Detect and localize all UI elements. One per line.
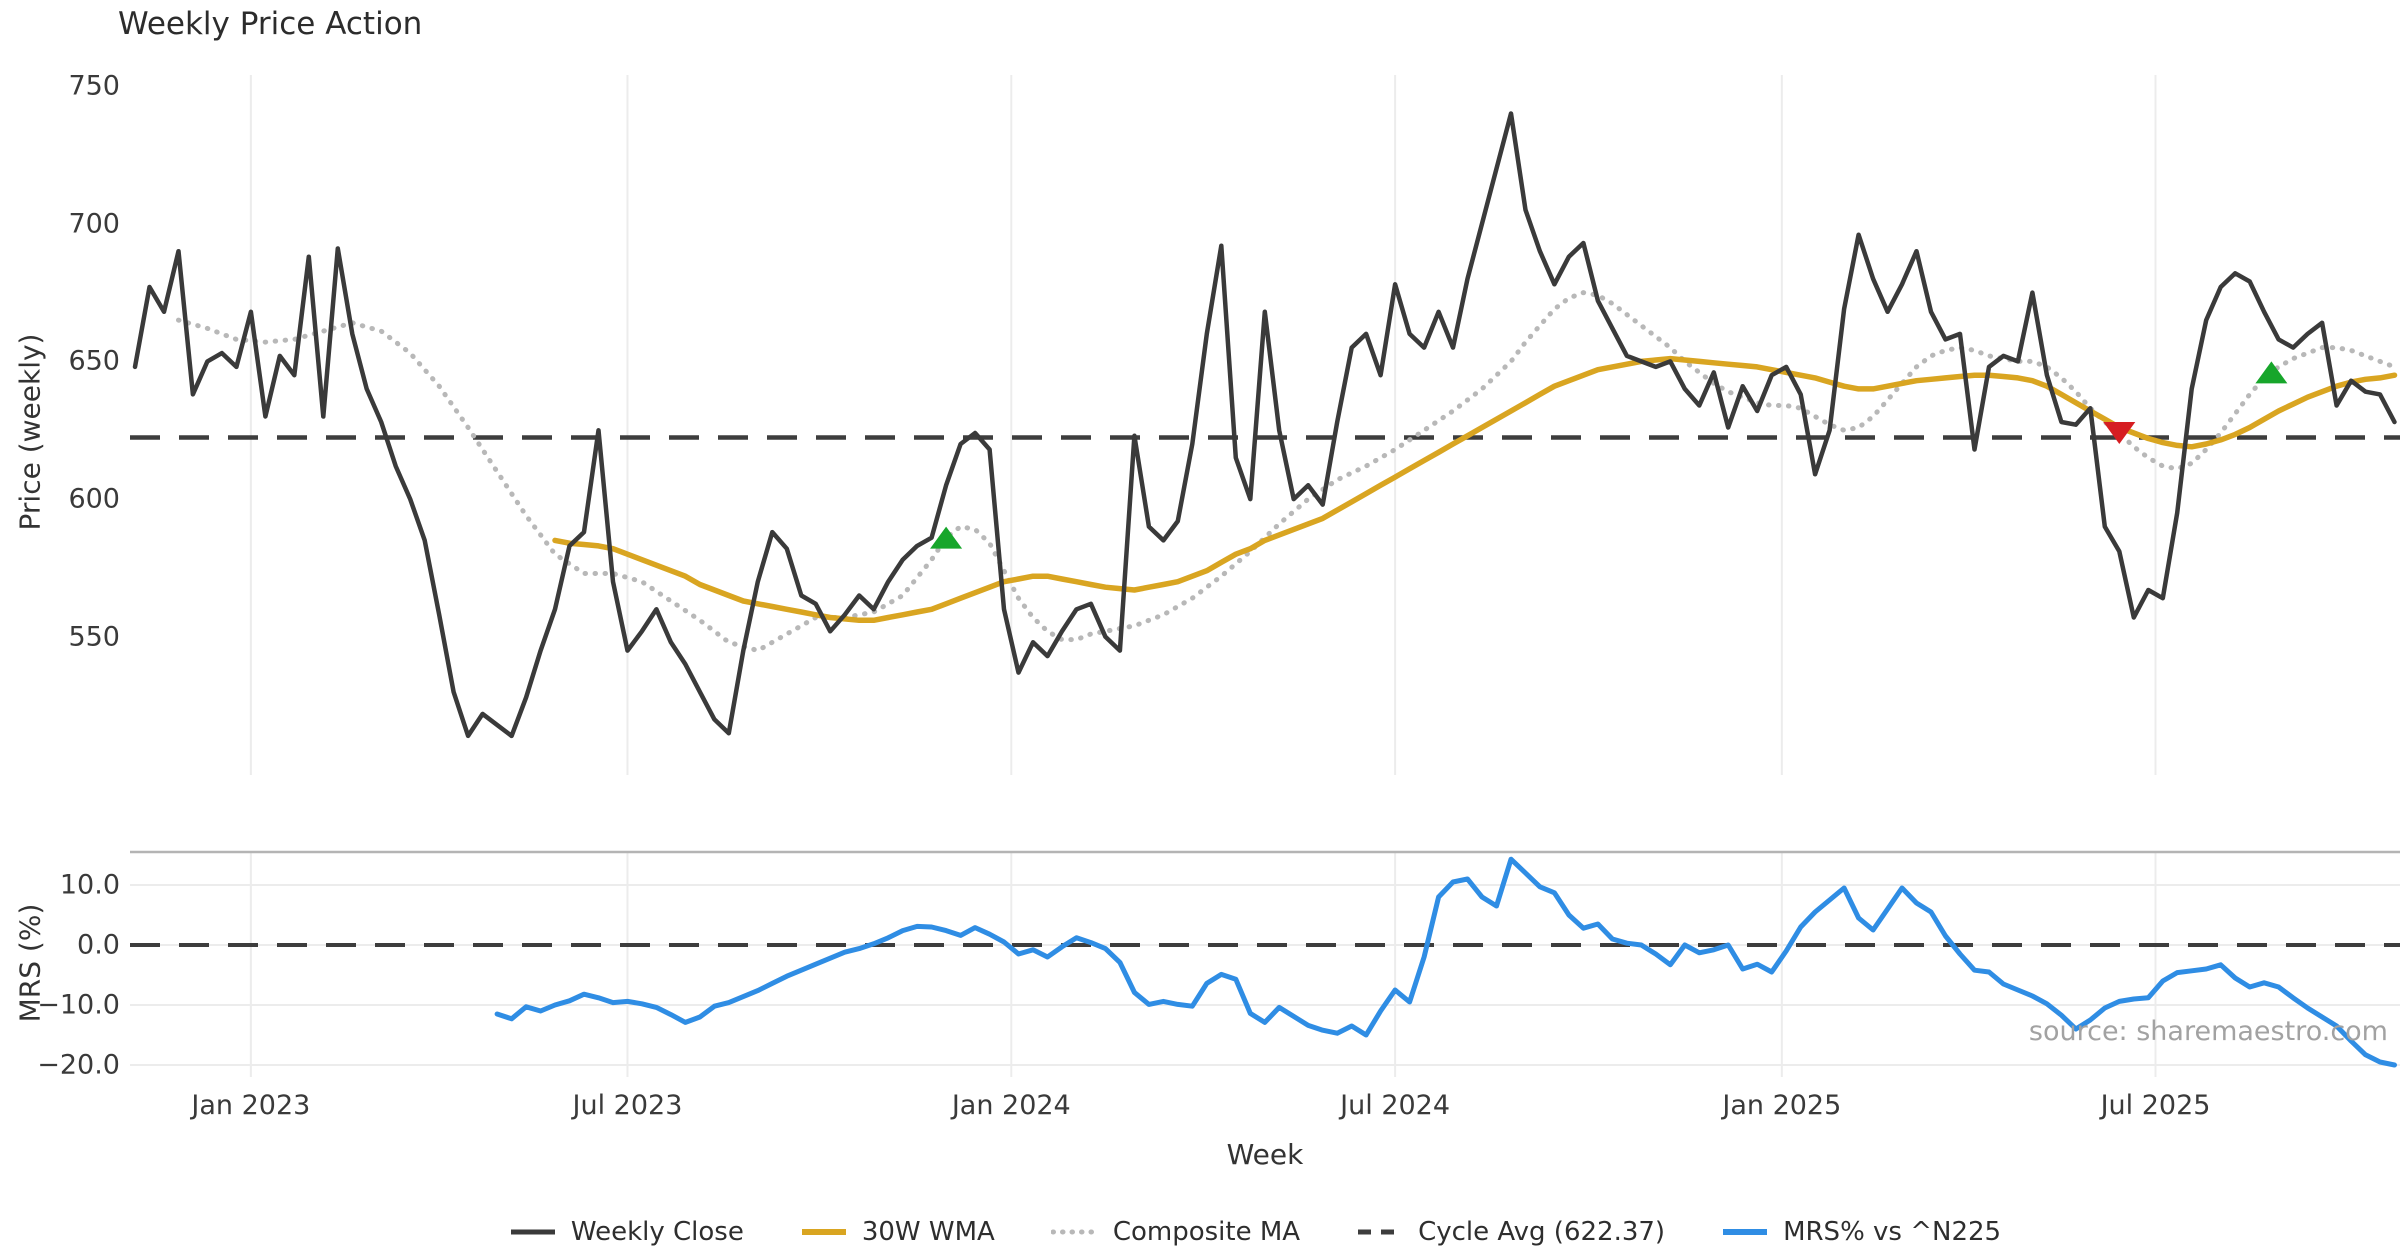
sell-signal-marker bbox=[2103, 422, 2136, 445]
date-xtick: Jul 2023 bbox=[572, 1090, 683, 1121]
legend-label: Composite MA bbox=[1112, 1217, 1301, 1247]
week-axis-label: Week bbox=[1226, 1138, 1304, 1171]
source-watermark: source: sharemaestro.com bbox=[2028, 1016, 2388, 1047]
legend-item: MRS% vs ^N225 bbox=[1721, 1217, 2001, 1247]
legend: Weekly Close 30W WMA Composite MA Cycle Avg… bbox=[110, 1206, 2400, 1258]
legend-line-swatch bbox=[510, 1229, 555, 1235]
price-ytick: 600 bbox=[68, 483, 120, 515]
date-xtick: Jul 2025 bbox=[2100, 1090, 2211, 1121]
mrs-ytick: 10.0 bbox=[59, 869, 120, 901]
date-xtick: Jan 2024 bbox=[951, 1090, 1071, 1121]
mrs-ytick: −20.0 bbox=[37, 1049, 120, 1081]
legend-line-swatch bbox=[1050, 1229, 1099, 1235]
legend-line-swatch bbox=[1723, 1229, 1768, 1235]
date-xtick: Jul 2024 bbox=[1340, 1090, 1451, 1121]
date-xtick: Jan 2023 bbox=[191, 1090, 311, 1121]
price-ytick: 650 bbox=[68, 345, 120, 377]
price-ytick: 550 bbox=[68, 621, 120, 653]
legend-label: 30W WMA bbox=[861, 1217, 995, 1247]
legend-item: Composite MA bbox=[1050, 1217, 1301, 1247]
price-axis-label: Price (weekly) bbox=[13, 333, 47, 531]
price-ytick: 700 bbox=[68, 208, 120, 240]
legend-line-swatch bbox=[1358, 1229, 1403, 1235]
legend-line-swatch bbox=[801, 1229, 846, 1235]
price-ytick: 750 bbox=[68, 70, 120, 102]
mrs-ytick: 0.0 bbox=[77, 929, 120, 961]
date-xtick: Jan 2025 bbox=[1722, 1090, 1842, 1121]
legend-label: Cycle Avg (622.37) bbox=[1418, 1217, 1666, 1247]
legend-item: 30W WMA bbox=[800, 1217, 995, 1247]
legend-label: MRS% vs ^N225 bbox=[1783, 1217, 2002, 1247]
legend-label: Weekly Close bbox=[570, 1217, 744, 1247]
mrs-ytick: −10.0 bbox=[37, 989, 120, 1021]
buy-signal-marker bbox=[2255, 361, 2288, 384]
legend-item: Cycle Avg (622.37) bbox=[1356, 1217, 1665, 1247]
buy-signal-marker bbox=[930, 526, 963, 549]
legend-item: Weekly Close bbox=[509, 1217, 744, 1247]
chart-title: Weekly Price Action bbox=[118, 6, 423, 42]
